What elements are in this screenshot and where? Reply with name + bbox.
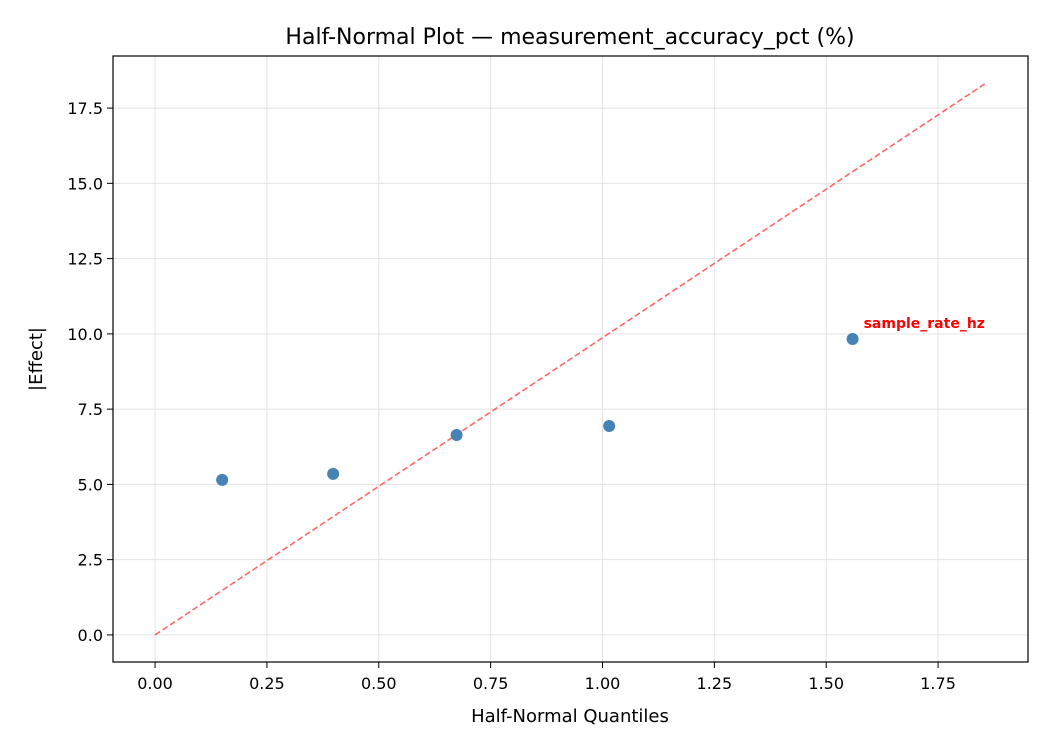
y-tick-label: 12.5 xyxy=(67,250,103,269)
x-tick-label: 0.50 xyxy=(361,674,397,693)
data-point xyxy=(327,467,340,480)
y-tick-label: 2.5 xyxy=(78,551,103,570)
x-axis-label: Half-Normal Quantiles xyxy=(471,706,669,727)
x-tick-label: 1.25 xyxy=(697,674,733,693)
data-point xyxy=(216,473,229,486)
x-tick-label: 0.75 xyxy=(473,674,509,693)
y-tick-label: 15.0 xyxy=(67,174,103,193)
y-tick-label: 0.0 xyxy=(78,626,103,645)
y-tick-label: 17.5 xyxy=(67,99,103,118)
x-tick-label: 1.50 xyxy=(808,674,844,693)
x-tick-label: 0.00 xyxy=(137,674,173,693)
plot-frame xyxy=(112,55,1029,663)
point-annotation: sample_rate_hz xyxy=(864,316,985,332)
y-tick-label: 5.0 xyxy=(78,475,103,494)
reference-line xyxy=(154,82,987,636)
x-tick-label: 1.75 xyxy=(920,674,956,693)
chart-title: Half-Normal Plot — measurement_accuracy_… xyxy=(285,25,854,50)
x-tick-label: 1.00 xyxy=(585,674,621,693)
y-tick-label: 7.5 xyxy=(78,400,103,419)
x-tick-label: 0.25 xyxy=(249,674,285,693)
data-point xyxy=(846,332,859,345)
data-point xyxy=(603,419,616,432)
y-axis-label: |Effect| xyxy=(26,327,47,391)
y-tick-label: 10.0 xyxy=(67,325,103,344)
data-point xyxy=(450,429,463,442)
